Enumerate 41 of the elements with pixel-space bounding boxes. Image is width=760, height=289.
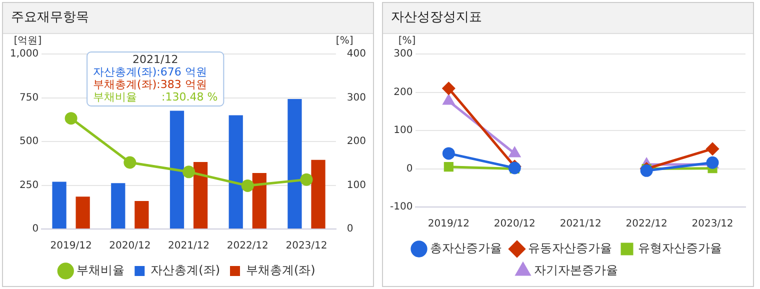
annotation: 자산총계(좌):676 억원 xyxy=(93,66,207,79)
x-tick-label: 2022/12 xyxy=(226,240,268,252)
legend-label: 자기자본증가율 xyxy=(534,263,618,278)
y-tick-label: 200 xyxy=(394,86,413,98)
x-tick-label: 2023/12 xyxy=(692,218,734,230)
x-tick-label: 2019/12 xyxy=(428,218,470,230)
y-tick-label: 250 xyxy=(20,180,39,191)
y-tick-label: -100 xyxy=(390,202,413,213)
y-tick-label: 0 xyxy=(32,224,39,235)
chart-title: 주요재무항목 xyxy=(3,3,373,34)
y-tick-label: 750 xyxy=(20,92,39,104)
x-tick-label: 2020/12 xyxy=(494,218,536,230)
y2-tick-label: 300 xyxy=(346,92,366,104)
annotation: 부채비율 :130.48 % xyxy=(93,90,218,104)
x-tick-label: 2022/12 xyxy=(626,218,668,230)
y2-tick-label: 200 xyxy=(346,136,366,148)
chart-title: 자산성장성지표 xyxy=(383,3,753,34)
y-axis-title: [억원] xyxy=(14,36,42,47)
x-tick-label: 2021/12 xyxy=(168,240,210,252)
legend-label: 유동자산증가율 xyxy=(528,241,612,256)
legend-label: 부채총계(좌) xyxy=(246,263,316,278)
y2-tick-label: 0 xyxy=(346,224,354,235)
y-tick-label: 100 xyxy=(394,125,413,136)
legend-label: 자산총계(좌) xyxy=(150,263,220,278)
legend-label: 총자산증가율 xyxy=(430,241,502,256)
x-tick-label: 2021/12 xyxy=(560,218,602,230)
y-tick-label: 500 xyxy=(20,136,39,148)
x-tick-label: 2019/12 xyxy=(50,240,92,252)
y2-tick-label: 400 xyxy=(346,48,366,60)
annotation: 2021/12 xyxy=(132,53,178,66)
y-tick-label: 0 xyxy=(406,163,413,174)
x-tick-label: 2020/12 xyxy=(109,240,151,252)
x-tick-label: 2023/12 xyxy=(286,240,328,252)
y-tick-label: 1,000 xyxy=(10,48,39,60)
legend-label: 유형자산증가율 xyxy=(638,241,722,256)
y2-tick-label: 100 xyxy=(346,180,366,191)
y-tick-label: 300 xyxy=(394,48,413,60)
annotation: 부채총계(좌):383 억원 xyxy=(93,78,207,92)
y-axis-title: [%] xyxy=(398,36,416,47)
y2-axis-title: [%] xyxy=(336,36,354,47)
legend-label: 부채비율 xyxy=(76,263,125,278)
